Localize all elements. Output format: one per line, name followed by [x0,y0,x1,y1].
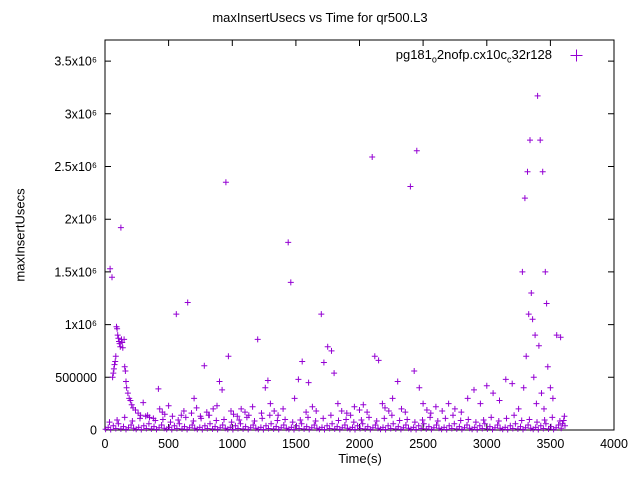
svg-text:1.5x10⁶: 1.5x10⁶ [54,265,97,279]
svg-text:0: 0 [102,437,109,451]
svg-text:2000: 2000 [346,437,374,451]
svg-text:3.5x10⁶: 3.5x10⁶ [54,55,97,69]
svg-text:0: 0 [90,424,97,438]
svg-text:3x10⁶: 3x10⁶ [65,107,97,121]
svg-text:2x10⁶: 2x10⁶ [65,213,97,227]
y-axis-label: maxInsertUsecs [12,188,28,282]
svg-text:1000: 1000 [218,437,246,451]
svg-text:2500: 2500 [409,437,437,451]
svg-text:4000: 4000 [600,437,628,451]
svg-text:500000: 500000 [55,371,97,385]
legend-label: pg181o2nofp.cx10cc32r128 [395,47,552,65]
legend-plus-marker-icon [570,49,583,62]
legend: pg181o2nofp.cx10cc32r128 [396,47,583,65]
svg-text:1500: 1500 [282,437,310,451]
chart-title: maxInsertUsecs vs Time for qr500.L3 [212,10,428,25]
svg-text:2.5x10⁶: 2.5x10⁶ [54,160,97,174]
svg-text:3000: 3000 [473,437,501,451]
svg-text:500: 500 [158,437,179,451]
x-axis-label: Time(s) [338,451,382,466]
svg-text:3500: 3500 [536,437,564,451]
svg-text:1x10⁶: 1x10⁶ [65,318,97,332]
